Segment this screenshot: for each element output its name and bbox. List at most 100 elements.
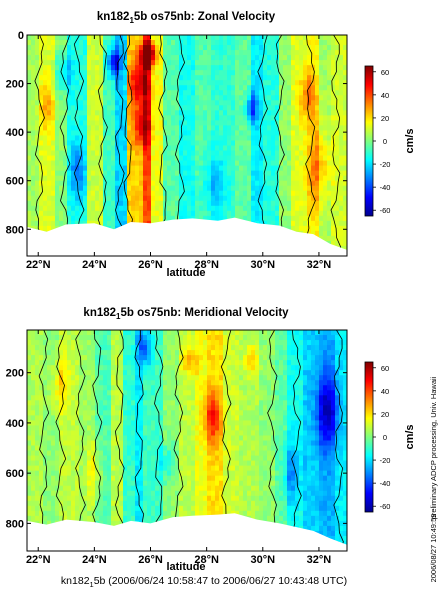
field-cell (203, 165, 208, 172)
field-cell (147, 40, 152, 46)
field-cell (195, 55, 200, 61)
field-cell (103, 430, 108, 437)
field-cell (327, 80, 332, 86)
field-cell (87, 415, 92, 422)
field-cell (95, 465, 100, 472)
field-cell (147, 485, 152, 492)
field-cell (191, 75, 196, 81)
field-cell (95, 105, 100, 111)
field-cell (71, 185, 76, 192)
field-cell (55, 330, 60, 336)
field-cell (51, 215, 56, 222)
field-cell (27, 480, 32, 487)
field-cell (139, 490, 144, 497)
field-cell (95, 440, 100, 447)
field-cell (279, 80, 284, 86)
field-cell (79, 160, 84, 167)
field-cell (51, 45, 56, 51)
field-cell (243, 145, 248, 152)
field-cell (235, 50, 240, 56)
field-cell (59, 455, 64, 462)
field-cell (43, 135, 48, 142)
field-cell (35, 455, 40, 462)
field-cell (55, 160, 60, 167)
field-cell (31, 155, 36, 162)
field-cell (283, 180, 288, 187)
field-cell (139, 420, 144, 427)
field-cell (331, 130, 336, 137)
field-cell (155, 170, 160, 177)
field-cell (171, 130, 176, 137)
field-cell (87, 355, 92, 361)
field-cell (63, 220, 68, 227)
field-cell (303, 215, 308, 222)
field-cell (323, 220, 328, 227)
field-cell (83, 120, 88, 127)
field-cell (59, 220, 64, 227)
field-cell (219, 215, 224, 222)
field-cell (151, 145, 156, 152)
field-cell (127, 205, 132, 212)
field-cell (75, 490, 80, 497)
field-cell (127, 465, 132, 472)
field-cell (207, 170, 212, 177)
field-cell (143, 455, 148, 462)
field-cell (71, 60, 76, 66)
field-cell (95, 95, 100, 101)
field-cell (327, 190, 332, 197)
field-cell (59, 180, 64, 187)
field-cell (35, 380, 40, 386)
field-cell (75, 450, 80, 457)
field-cell (127, 440, 132, 447)
field-cell (223, 215, 228, 222)
field-cell (211, 205, 216, 212)
field-cell (123, 510, 128, 517)
field-cell (315, 70, 320, 76)
field-cell (75, 60, 80, 66)
field-cell (335, 120, 340, 127)
field-cell (123, 65, 128, 71)
field-cell (191, 40, 196, 46)
field-cell (279, 45, 284, 51)
field-cell (39, 500, 44, 507)
field-cell (39, 400, 44, 406)
field-cell (207, 50, 212, 56)
field-cell (99, 395, 104, 401)
field-cell (63, 140, 68, 147)
field-cell (263, 215, 268, 222)
field-cell (331, 50, 336, 56)
field-cell (223, 135, 228, 142)
field-cell (343, 45, 347, 51)
field-cell (111, 225, 116, 232)
field-cell (75, 505, 80, 512)
field-cell (127, 415, 132, 422)
field-cell (119, 160, 124, 167)
field-cell (47, 435, 52, 442)
field-cell (31, 365, 36, 371)
field-cell (119, 485, 124, 492)
field-cell (87, 215, 92, 222)
field-cell (91, 420, 96, 427)
field-cell (131, 435, 136, 442)
field-cell (135, 50, 140, 56)
field-cell (235, 210, 240, 217)
field-cell (31, 50, 36, 56)
field-cell (123, 455, 128, 462)
field-cell (319, 120, 324, 127)
field-cell (63, 510, 68, 517)
field-cell (39, 160, 44, 167)
field-cell (47, 115, 52, 121)
field-cell (99, 485, 104, 492)
field-cell (103, 515, 108, 522)
field-cell (343, 105, 347, 111)
field-cell (183, 40, 188, 46)
field-cell (155, 55, 160, 61)
field-cell (79, 345, 84, 351)
field-cell (107, 415, 112, 422)
field-cell (199, 170, 204, 177)
field-cell (267, 65, 272, 71)
field-cell (27, 60, 32, 66)
field-cell (127, 70, 132, 76)
field-cell (59, 95, 64, 101)
colorbar-tick-label: -40 (380, 183, 391, 192)
